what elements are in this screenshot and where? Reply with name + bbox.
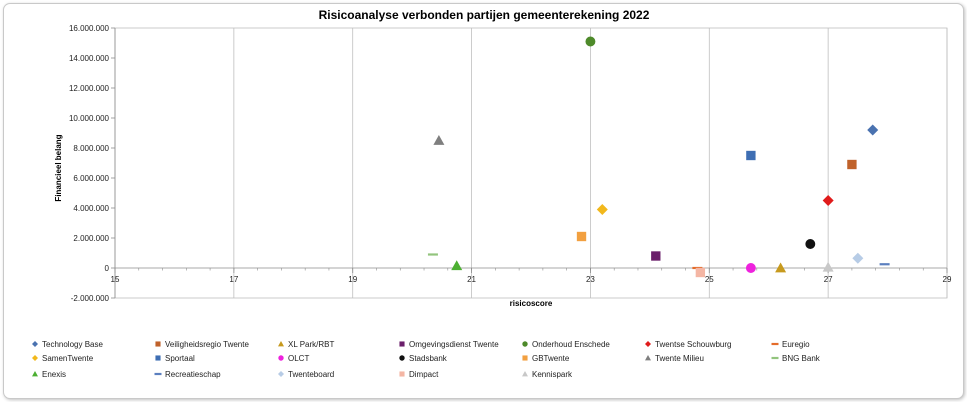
legend-marker-euregio [771,342,779,346]
legend-label-dimpact: Dimpact [409,370,439,379]
legend-marker-samentwente [32,355,38,361]
legend-marker-enexis [32,371,38,377]
legend-marker-recreatieschap [154,372,162,376]
data-point-omgevingsdienst-twente [651,251,661,261]
legend-marker-twenteboard [278,371,284,377]
legend-label-twenteboard: Twenteboard [288,370,334,379]
legend-label-sportaal: Sportaal [165,354,195,363]
legend-label-euregio: Euregio [782,340,810,349]
data-point-olct [745,263,756,273]
data-point-technology-base [867,124,879,136]
legend-marker-onderhoud-enschede [522,341,528,347]
x-tick-label: 19 [348,275,357,284]
y-tick-label: 16.000.000 [69,24,110,33]
data-points [427,36,890,278]
y-tick-label: 12.000.000 [69,84,110,93]
legend-marker-sportaal [155,355,161,361]
legend-marker-dimpact [399,371,405,377]
data-point-stadsbank [805,239,816,249]
legend-marker-twentse-schouwburg [645,341,651,347]
y-tick-label: 6.000.000 [73,174,109,183]
legend-label-stadsbank: Stadsbank [409,354,448,363]
x-tick-label: 23 [586,275,595,284]
y-axis-label: Financieel belang [54,134,63,201]
legend-label-omgevingsdienst-twente: Omgevingsdienst Twente [409,340,499,349]
data-point-samentwente [596,204,608,215]
y-tick-label: 0 [105,264,110,273]
data-point-kennispark [822,261,834,272]
legend-label-twentse-schouwburg: Twentse Schouwburg [655,340,732,349]
y-tick-label: 2.000.000 [73,234,109,243]
y-tick-label: 10.000.000 [69,114,110,123]
legend-label-samentwente: SamenTwente [42,354,94,363]
legend-marker-stadsbank [399,355,405,361]
legend-marker-veiligheidsregio-twente [155,341,161,347]
legend-label-onderhoud-enschede: Onderhoud Enschede [532,340,610,349]
legend-marker-kennispark [522,371,528,377]
data-point-gbtwente [576,231,587,242]
y-tick-label: 8.000.000 [73,144,109,153]
data-point-recreatieschap [879,263,890,266]
x-tick-label: 29 [943,275,952,284]
plot-area-border [114,27,948,299]
legend-label-veiligheidsregio-twente: Veiligheidsregio Twente [165,340,249,349]
data-point-onderhoud-enschede [585,36,596,47]
y-tick-label: -2.000.000 [71,294,110,303]
legend-label-kennispark: Kennispark [532,370,573,379]
data-point-xl-park-rbt [775,262,787,273]
legend-marker-xl-park-rbt [278,341,284,347]
axes [111,27,948,299]
legend-label-gbtwente: GBTwente [532,354,570,363]
legend-marker-olct [278,355,284,361]
data-point-sportaal [746,150,756,161]
legend-marker-technology-base [32,341,38,347]
gridlines [233,28,948,298]
x-tick-labels: 15 17 19 21 23 25 27 29 [111,275,952,284]
legend-marker-gbtwente [522,355,528,361]
legend-marker-bng-bank [771,356,779,360]
legend-label-olct: OLCT [288,354,309,363]
data-point-bng-bank [427,253,438,256]
x-tick-label: 15 [111,275,120,284]
x-tick-label: 27 [824,275,833,284]
data-point-veiligheidsregio-twente [847,159,857,170]
legend-label-enexis: Enexis [42,370,66,379]
legend: Technology Base Veiligheidsregio Twente XL… [32,340,821,379]
y-tick-labels: -2.000.000 0 2.000.000 4.000.000 6.000.000 8.… [69,24,110,303]
data-point-twentse-schouwburg [822,195,834,206]
legend-label-recreatieschap: Recreatieschap [165,370,221,379]
legend-label-xl-park-rbt: XL Park/RBT [288,340,334,349]
x-tick-label: 25 [705,275,714,284]
legend-label-twente-milieu: Twente Milieu [655,354,704,363]
data-point-twenteboard [852,252,864,264]
x-tick-label: 21 [467,275,476,284]
y-tick-label: 14.000.000 [69,54,110,63]
legend-label-technology-base: Technology Base [42,340,103,349]
y-tick-label: 4.000.000 [73,204,109,213]
chart-frame [3,3,964,399]
x-tick-label: 17 [229,275,238,284]
legend-label-bng-bank: BNG Bank [782,354,821,363]
data-point-twente-milieu [433,135,445,145]
x-axis-label: risicoscore [510,299,553,308]
legend-marker-twente-milieu [645,355,651,361]
data-point-dimpact [695,267,706,278]
chart-title: Risicoanalyse verbonden partijen gemeent… [319,8,650,22]
data-point-enexis [451,260,463,271]
legend-marker-omgevingsdienst-twente [399,341,405,347]
